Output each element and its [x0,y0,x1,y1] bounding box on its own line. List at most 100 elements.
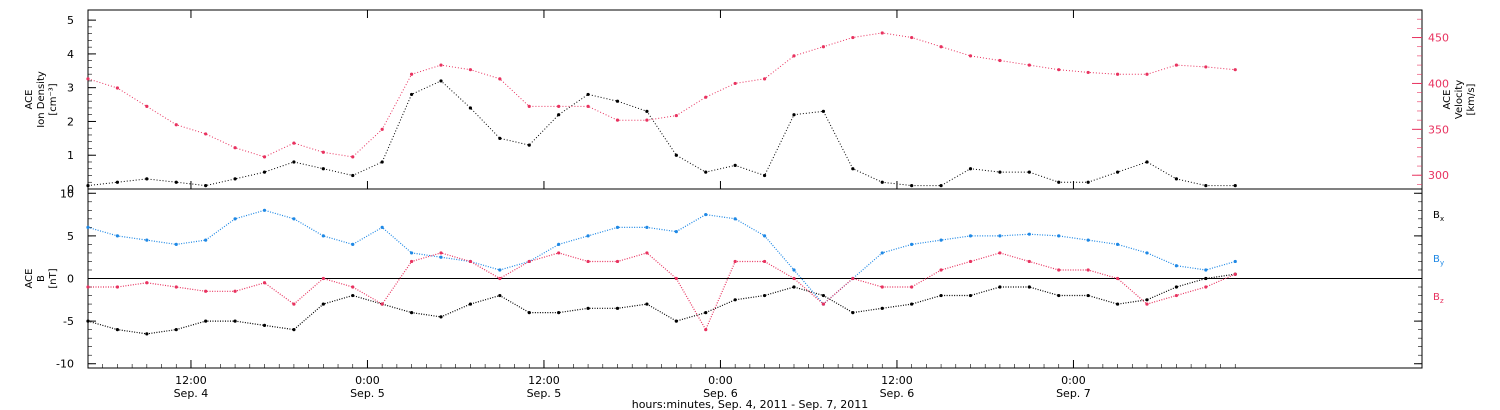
top-data-point [527,104,531,108]
x-tick-date: Sep. 6 [880,387,915,400]
bottom-data-point [115,285,120,289]
bottom-data-point [262,323,267,327]
bottom-data-point [1174,293,1179,298]
top-right-tick-label: 350 [1428,123,1449,136]
bottom-data-point [321,302,325,306]
bottom-data-point [910,285,914,289]
bottom-data-point [1027,259,1031,264]
top-data-point [762,77,767,81]
bottom-data-point [1086,293,1090,298]
bottom-data-point [1145,302,1149,306]
bottom-data-point [674,230,678,234]
bottom-data-point [86,225,90,229]
bottom-data-point [1233,259,1237,264]
bottom-data-point [557,242,561,247]
bottom-data-point [174,242,178,247]
top-data-point [115,180,120,184]
bottom-data-point [439,255,443,259]
bottom-series-x [86,272,1237,336]
bottom-data-point [1086,238,1090,242]
bottom-data-point [498,268,502,272]
top-data-point [292,160,296,164]
top-left-ylabel-line: [cm⁻³] [48,83,59,115]
bottom-series-trace [87,209,1236,305]
bottom-data-point [557,251,561,255]
bottom-data-point [557,310,561,315]
bottom-data-point [1115,302,1120,306]
top-series-trace [87,80,1236,187]
top-data-point [1027,170,1031,174]
bottom-data-point [968,259,973,264]
legend-label: B [1433,254,1440,265]
bottom-data-point [998,234,1002,238]
bottom-data-point [204,319,208,323]
bottom-data-point [351,285,355,289]
top-data-point [998,58,1002,63]
top-data-point [586,104,590,108]
bottom-data-point [792,285,796,289]
bottom-data-point [292,217,296,221]
bottom-data-point [1174,264,1179,268]
bottom-data-point [851,276,855,281]
bottom-data-point [939,238,943,242]
bottom-data-point [439,251,443,255]
top-data-point [968,54,973,58]
bottom-data-point [233,289,237,293]
bottom-data-point [204,289,208,293]
top-left-ylabel-line: ACE [24,90,35,110]
x-tick-date: Sep. 5 [350,387,385,400]
bottom-left-ylabel-line: B [36,275,47,282]
bottom-data-point [998,285,1002,289]
bottom-data-point [762,234,767,238]
top-right-ylabel: ACE Velocity [km/s] [1442,80,1477,119]
top-series-trace [87,32,1236,158]
top-data-point [821,109,826,113]
x-tick-time: 0:00 [708,374,733,387]
bottom-data-point [615,259,620,264]
bottom-data-point [1233,272,1237,276]
bottom-data-point [409,310,414,315]
bottom-data-point [174,328,178,332]
bottom-data-point [262,281,267,285]
x-tick-date: Sep. 6 [703,387,738,400]
top-data-point [557,104,561,108]
bottom-data-point [910,302,914,306]
top-left-tick-label: 4 [67,48,74,61]
bottom-data-point [1115,242,1120,247]
bottom-left-tick-label: 10 [60,187,74,200]
bottom-left-tick-label: -10 [56,358,74,371]
bottom-left-tick-label: -5 [63,315,74,328]
top-data-point [1115,170,1120,174]
bottom-data-point [880,251,884,255]
bottom-data-point [851,310,855,315]
top-left-ylabel: ACE Ion Density [cm⁻³] [24,71,59,128]
x-axis-label: hours:minutes, Sep. 4, 2011 - Sep. 7, 20… [632,398,869,410]
top-right-ylabel-line: Velocity [1454,80,1465,119]
bottom-series-y [86,208,1237,306]
top-data-point [174,123,178,127]
bottom-data-point [115,328,120,332]
bottom-data-point [821,293,826,298]
legend-subscript: y [1440,259,1444,267]
top-data-point [851,167,855,171]
bottom-data-point [86,319,90,323]
bottom-series-trace [87,273,1236,335]
bottom-data-point [292,302,296,306]
bottom-series-z [86,251,1237,332]
bottom-data-point [409,259,414,264]
bottom-data-point [1057,268,1061,272]
bottom-data-point [704,212,708,217]
bottom-data-point [792,268,796,272]
bottom-data-point [1027,232,1031,236]
bottom-left-ylabel-line: [nT] [48,268,59,288]
bottom-data-point [968,234,973,238]
bottom-data-point [86,285,90,289]
bottom-data-point [380,302,384,306]
top-series-0 [86,79,1237,188]
top-data-point [145,177,149,181]
bottom-data-point [998,251,1002,255]
bottom-data-point [704,310,708,315]
bottom-left-tick-label: 0 [67,273,74,286]
